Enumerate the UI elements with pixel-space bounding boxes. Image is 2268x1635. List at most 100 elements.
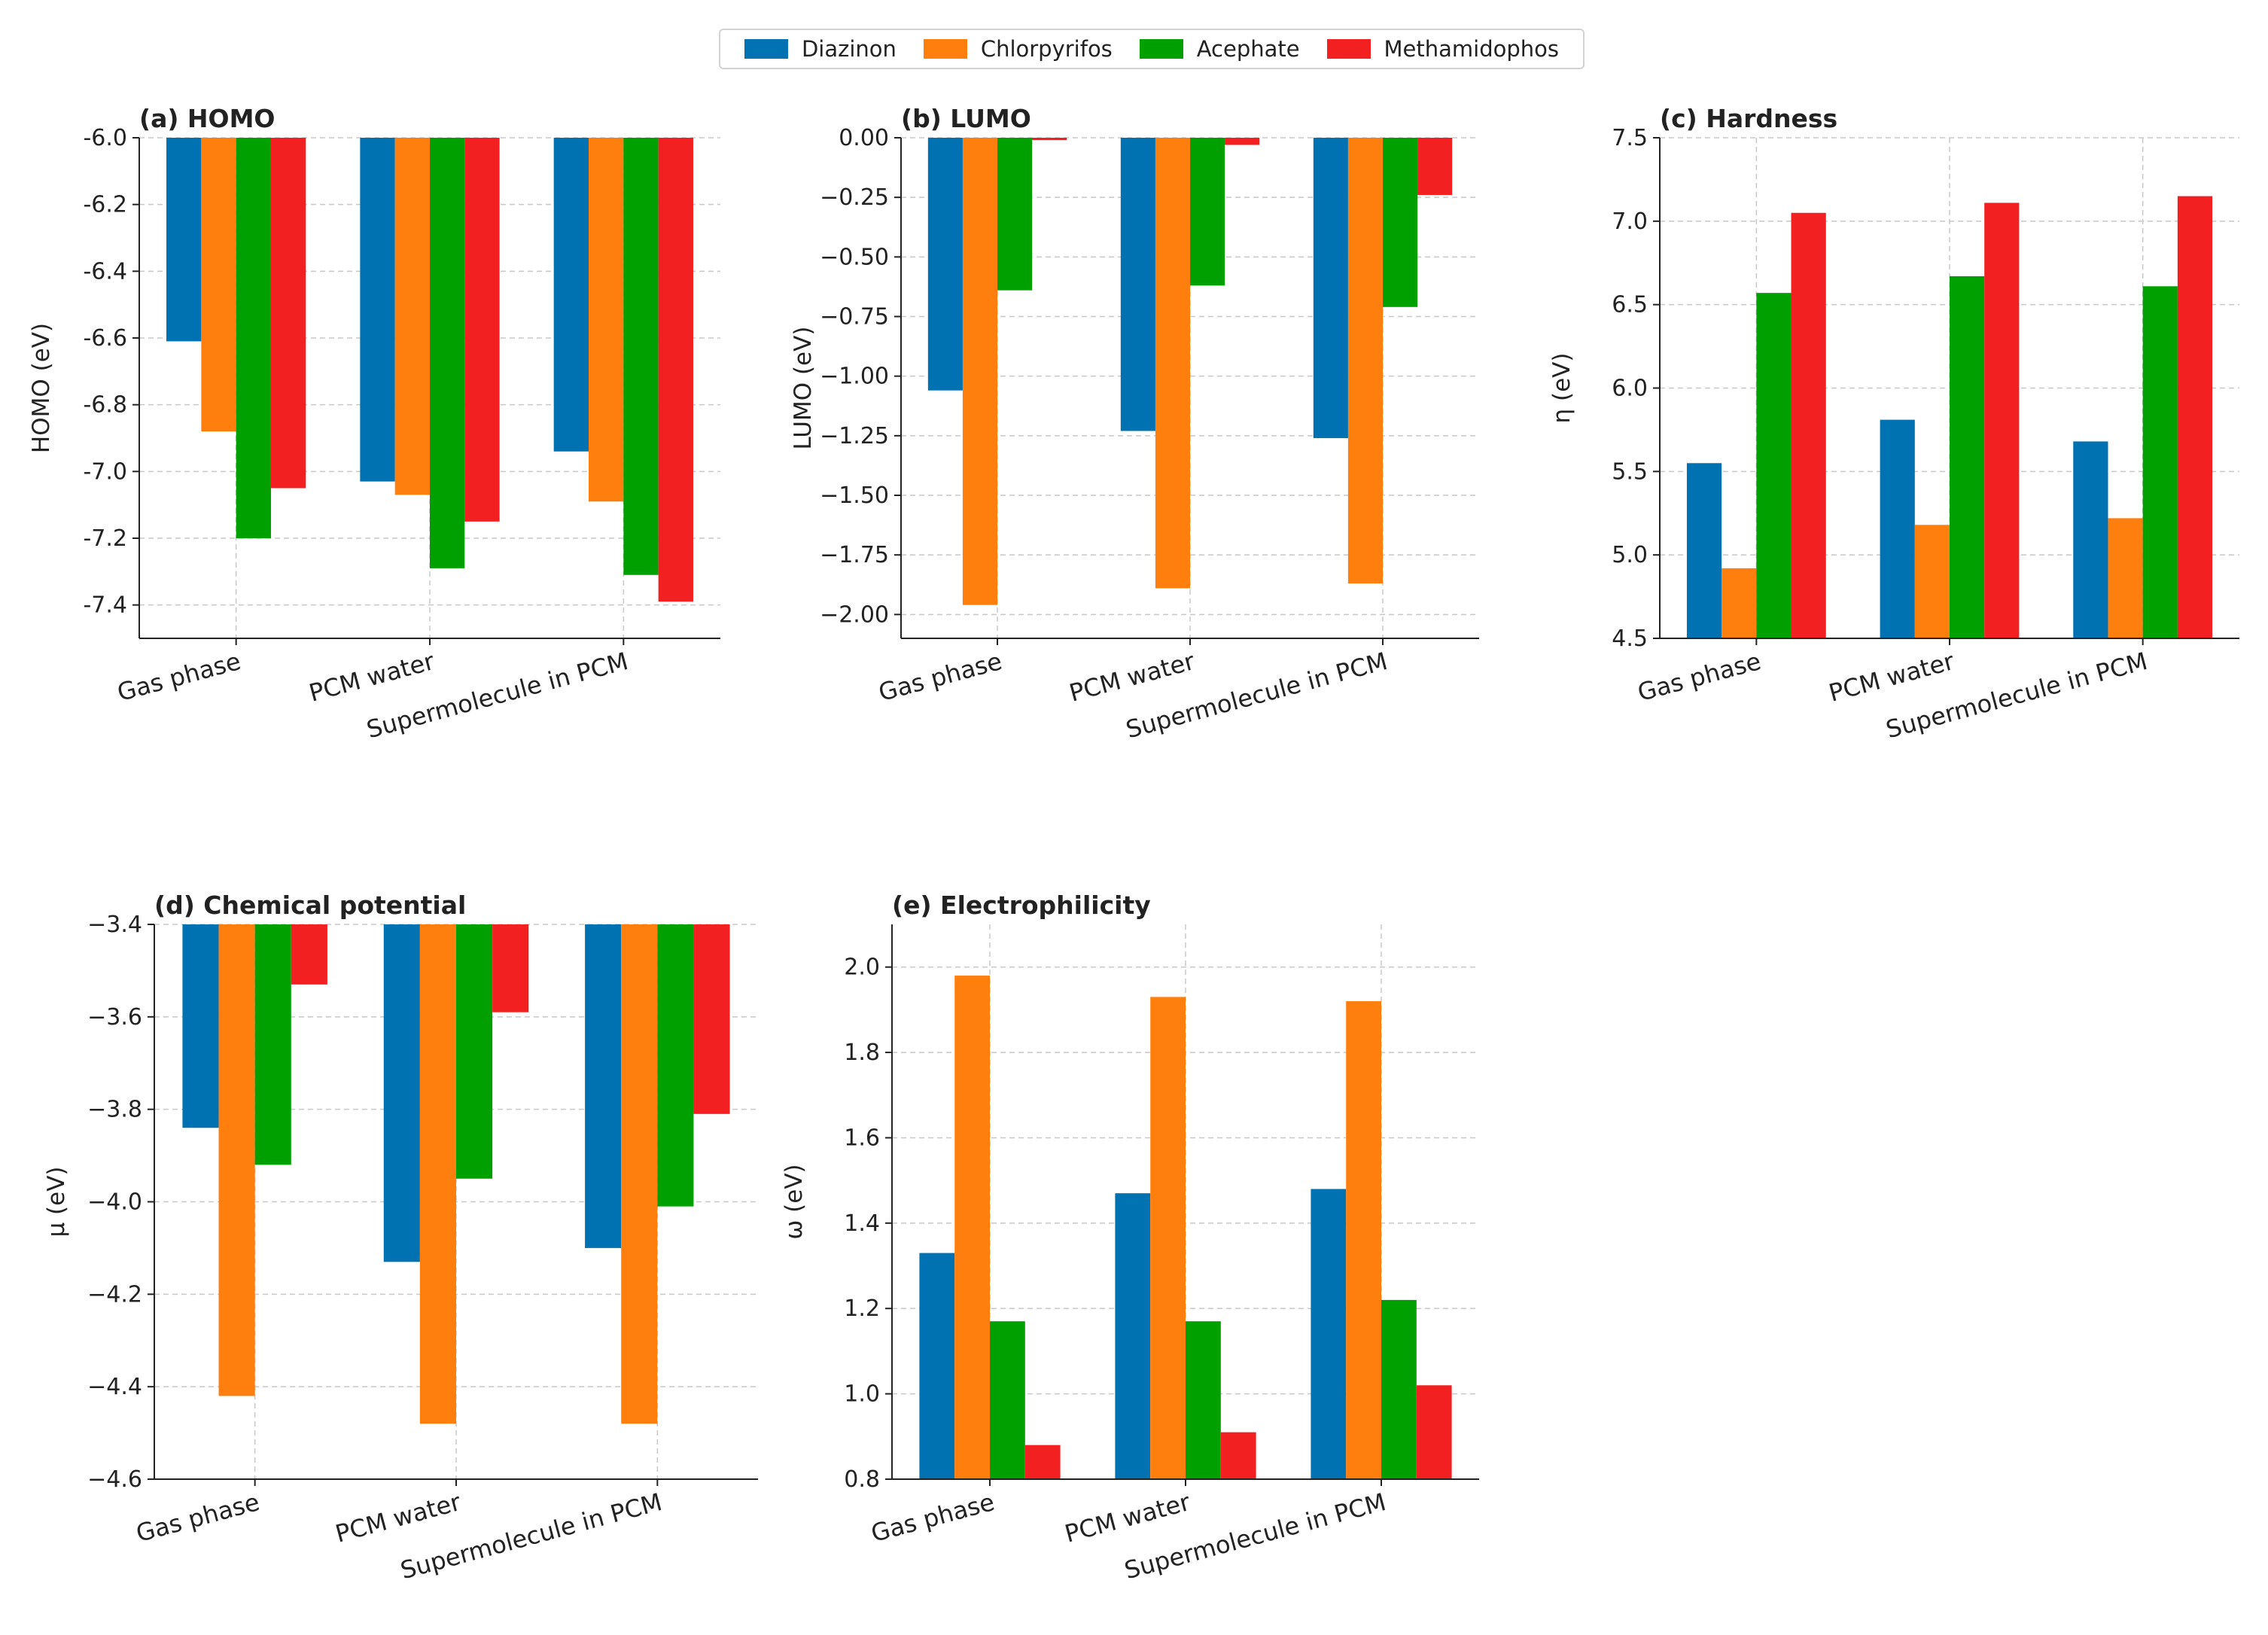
bar-methamidophos-gas-phase bbox=[270, 138, 306, 489]
bar-methamidophos-pcm-water bbox=[492, 924, 529, 1012]
y-tick-label: 4.5 bbox=[1612, 626, 1648, 652]
bar-chlorpyrifos-pcm-water bbox=[419, 924, 456, 1424]
x-tick-label: Gas phase bbox=[133, 1487, 263, 1548]
bar-methamidophos-supermolecule-in-pcm bbox=[1417, 138, 1453, 195]
bar-chlorpyrifos-supermolecule-in-pcm bbox=[1346, 1001, 1381, 1479]
y-tick-label: −1.50 bbox=[820, 483, 889, 509]
bar-chlorpyrifos-pcm-water bbox=[1914, 525, 1950, 638]
x-tick-label: PCM water bbox=[306, 647, 437, 708]
y-tick-label: −0.50 bbox=[820, 244, 889, 270]
x-tick-label: Gas phase bbox=[114, 647, 244, 707]
y-tick-label: 1.4 bbox=[844, 1210, 880, 1237]
y-tick-label: 7.0 bbox=[1612, 209, 1648, 235]
bar-diazinon-gas-phase bbox=[919, 1253, 955, 1479]
bar-methamidophos-gas-phase bbox=[1024, 1445, 1061, 1479]
bar-chlorpyrifos-supermolecule-in-pcm bbox=[621, 924, 658, 1424]
y-tick-label: −1.25 bbox=[820, 423, 889, 449]
bar-diazinon-supermolecule-in-pcm bbox=[585, 924, 622, 1248]
legend-label-acephate: Acephate bbox=[1196, 36, 1300, 62]
bar-diazinon-supermolecule-in-pcm bbox=[1313, 138, 1348, 438]
legend-swatch-diazinon bbox=[744, 39, 788, 59]
bar-chlorpyrifos-supermolecule-in-pcm bbox=[2108, 518, 2143, 638]
y-axis-label: μ (eV) bbox=[43, 1166, 70, 1237]
bar-acephate-gas-phase bbox=[997, 138, 1033, 291]
bar-chlorpyrifos-supermolecule-in-pcm bbox=[1347, 138, 1383, 584]
bar-methamidophos-pcm-water bbox=[1984, 202, 2020, 638]
bar-acephate-gas-phase bbox=[236, 138, 271, 538]
bar-methamidophos-supermolecule-in-pcm bbox=[2177, 196, 2213, 638]
legend-swatch-methamidophos bbox=[1326, 39, 1371, 59]
legend-item-acephate: Acephate bbox=[1139, 36, 1300, 62]
bar-methamidophos-gas-phase bbox=[291, 924, 327, 985]
bar-chlorpyrifos-supermolecule-in-pcm bbox=[589, 138, 624, 502]
bar-chlorpyrifos-pcm-water bbox=[1150, 997, 1186, 1479]
bar-diazinon-gas-phase bbox=[1686, 463, 1722, 638]
x-tick-label: PCM water bbox=[1061, 1487, 1193, 1548]
y-tick-label: 5.0 bbox=[1612, 542, 1648, 568]
bar-acephate-pcm-water bbox=[430, 138, 465, 568]
y-tick-label: -7.4 bbox=[83, 592, 127, 619]
y-tick-label: −3.6 bbox=[87, 1004, 142, 1031]
legend-swatch-acephate bbox=[1139, 39, 1183, 59]
bar-methamidophos-pcm-water bbox=[1220, 1432, 1256, 1479]
x-tick-label: PCM water bbox=[1066, 647, 1198, 708]
bar-methamidophos-pcm-water bbox=[1225, 138, 1260, 145]
x-tick-label: PCM water bbox=[332, 1487, 464, 1548]
y-tick-label: -7.2 bbox=[83, 525, 127, 552]
chart-title: (e) Electrophilicity bbox=[892, 891, 1151, 920]
x-tick-label: Gas phase bbox=[875, 647, 1005, 707]
legend-label-methamidophos: Methamidophos bbox=[1384, 36, 1560, 62]
y-tick-label: 6.0 bbox=[1612, 376, 1648, 402]
bar-chlorpyrifos-gas-phase bbox=[1722, 568, 1757, 638]
y-tick-label: -6.6 bbox=[83, 325, 127, 352]
x-tick-label: Gas phase bbox=[868, 1487, 997, 1548]
y-tick-label: -7.0 bbox=[83, 458, 127, 485]
y-axis-label: LUMO (eV) bbox=[790, 327, 817, 450]
legend-swatch-chlorpyrifos bbox=[923, 39, 967, 59]
bar-acephate-gas-phase bbox=[254, 924, 291, 1165]
bar-diazinon-supermolecule-in-pcm bbox=[2073, 441, 2108, 638]
bar-diazinon-supermolecule-in-pcm bbox=[553, 138, 589, 452]
bar-diazinon-pcm-water bbox=[1880, 419, 1915, 638]
bar-acephate-pcm-water bbox=[1186, 1321, 1221, 1479]
bar-acephate-gas-phase bbox=[990, 1321, 1025, 1479]
bar-methamidophos-supermolecule-in-pcm bbox=[693, 924, 730, 1114]
y-tick-label: -6.2 bbox=[83, 192, 127, 218]
y-tick-label: -6.0 bbox=[83, 125, 127, 151]
y-tick-label: 1.0 bbox=[844, 1381, 880, 1408]
bar-acephate-pcm-water bbox=[1950, 276, 1985, 638]
x-tick-label: PCM water bbox=[1825, 647, 1957, 708]
y-tick-label: −1.00 bbox=[820, 364, 889, 390]
y-tick-label: −4.4 bbox=[87, 1374, 142, 1400]
y-tick-label: -6.8 bbox=[83, 392, 127, 419]
bar-acephate-supermolecule-in-pcm bbox=[657, 924, 694, 1207]
y-tick-label: 0.00 bbox=[839, 125, 889, 151]
bar-methamidophos-gas-phase bbox=[1032, 138, 1067, 141]
bar-diazinon-supermolecule-in-pcm bbox=[1311, 1189, 1347, 1479]
chart-title: (a) HOMO bbox=[139, 104, 276, 133]
bar-chlorpyrifos-pcm-water bbox=[1155, 138, 1190, 589]
y-tick-label: −3.4 bbox=[87, 912, 142, 938]
y-tick-label: −2.00 bbox=[820, 601, 889, 628]
bar-acephate-supermolecule-in-pcm bbox=[1383, 138, 1418, 307]
y-tick-label: 1.2 bbox=[844, 1296, 880, 1322]
bar-acephate-pcm-water bbox=[456, 924, 493, 1179]
bar-diazinon-gas-phase bbox=[927, 138, 963, 391]
y-tick-label: -6.4 bbox=[83, 258, 127, 285]
chart-1: -6.0 -6.2 -6.4 -6.6 -6.8 -7.0 -7.2 -7.4 Gas phas… bbox=[28, 104, 720, 744]
bar-chlorpyrifos-gas-phase bbox=[218, 924, 255, 1396]
bar-methamidophos-pcm-water bbox=[464, 138, 500, 522]
y-tick-label: 0.8 bbox=[844, 1466, 880, 1493]
y-tick-label: −0.75 bbox=[820, 304, 889, 330]
bar-acephate-gas-phase bbox=[1756, 293, 1792, 638]
y-tick-label: −3.8 bbox=[87, 1097, 142, 1123]
bar-methamidophos-supermolecule-in-pcm bbox=[1416, 1385, 1452, 1479]
y-tick-label: 2.0 bbox=[844, 955, 880, 981]
chart-title: (b) LUMO bbox=[901, 104, 1031, 133]
y-axis-label: η (eV) bbox=[1548, 353, 1575, 424]
legend-label-diazinon: Diazinon bbox=[801, 36, 897, 62]
bar-diazinon-pcm-water bbox=[1115, 1193, 1151, 1479]
